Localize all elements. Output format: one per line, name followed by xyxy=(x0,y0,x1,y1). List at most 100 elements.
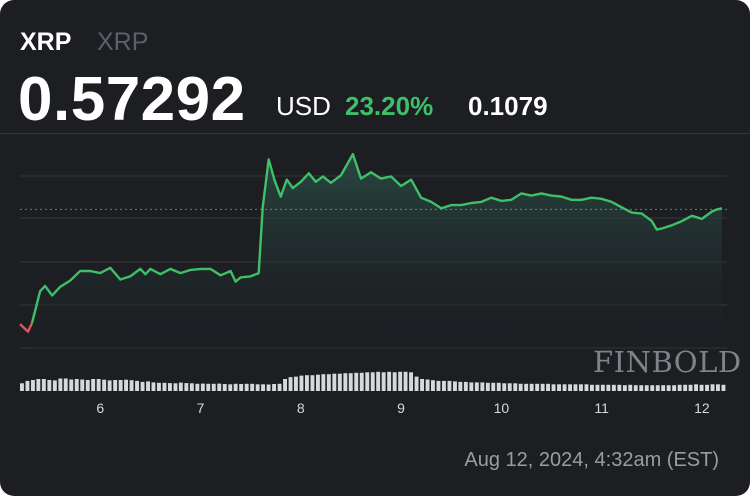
volume-bar xyxy=(305,375,309,391)
volume-bar xyxy=(600,384,605,391)
volume-bar xyxy=(168,383,172,391)
volume-bar xyxy=(348,373,353,391)
volume-bar xyxy=(392,372,397,391)
volume-bar xyxy=(524,383,529,391)
volume-bar xyxy=(162,382,167,391)
volume-bar xyxy=(716,384,720,391)
volume-bar xyxy=(146,381,150,391)
volume-bar xyxy=(321,374,326,391)
finbold-logo: FINBOLD xyxy=(593,345,742,379)
volume-bar xyxy=(655,385,660,391)
volume-bar xyxy=(469,382,474,391)
volume-bar xyxy=(546,383,550,391)
volume-bar xyxy=(436,380,441,391)
volume-bar xyxy=(672,385,677,391)
volume-bar xyxy=(398,371,403,391)
volume-bar xyxy=(496,382,501,391)
volume-bar xyxy=(431,380,435,391)
volume-bar xyxy=(611,384,616,391)
volume-bar xyxy=(562,384,567,391)
volume-bar xyxy=(277,383,282,391)
volume-bar xyxy=(387,371,392,391)
volume-bar xyxy=(107,380,112,391)
volume-bar xyxy=(606,384,611,391)
volume-bar xyxy=(25,380,30,391)
volume-bar xyxy=(688,384,693,391)
volume-bar xyxy=(354,372,359,391)
volume-bar xyxy=(74,379,79,391)
volume-bar xyxy=(579,384,583,391)
x-tick-label: 9 xyxy=(397,400,405,416)
volume-bar xyxy=(20,383,24,391)
volume-bar xyxy=(535,383,540,391)
volume-bar xyxy=(677,384,682,391)
x-tick-label: 11 xyxy=(594,400,609,416)
volume-bar xyxy=(639,385,644,391)
volume-bar xyxy=(540,383,545,391)
volume-bar xyxy=(447,380,452,391)
volume-bar xyxy=(617,384,622,391)
volume-bar xyxy=(326,374,331,391)
volume-bar xyxy=(557,384,561,391)
absolute-change: 0.1079 xyxy=(468,91,548,121)
volume-bar xyxy=(124,379,128,391)
volume-bar xyxy=(200,383,205,391)
timestamp: Aug 12, 2024, 4:32am (EST) xyxy=(464,449,719,471)
volume-bar xyxy=(332,373,337,391)
volume-bar xyxy=(365,372,370,391)
volume-bar xyxy=(359,372,364,391)
volume-bar xyxy=(414,376,419,391)
volume-bar xyxy=(590,384,594,391)
percent-change: 23.20% xyxy=(345,91,434,121)
volume-bar xyxy=(694,384,698,391)
volume-bar xyxy=(425,379,430,391)
volume-bar xyxy=(705,384,709,391)
volume-bar xyxy=(206,383,211,391)
volume-bar xyxy=(58,378,63,391)
volume-bar xyxy=(157,382,161,391)
volume-bar xyxy=(266,384,271,391)
volume-bar xyxy=(442,380,446,391)
asset-symbol: XRP xyxy=(20,28,72,56)
volume-bar xyxy=(63,378,68,391)
volume-bar xyxy=(453,381,457,391)
volume-bar xyxy=(343,373,348,391)
x-tick-label: 12 xyxy=(694,400,710,416)
volume-bar xyxy=(628,384,633,391)
header-divider xyxy=(0,133,750,134)
volume-bar xyxy=(91,379,96,391)
volume-bar xyxy=(480,382,485,391)
volume-bar xyxy=(102,379,107,391)
volume-bar xyxy=(584,384,589,391)
volume-bar xyxy=(518,383,523,391)
currency-label: USD xyxy=(276,91,331,121)
volume-bar xyxy=(129,380,134,391)
volume-bar xyxy=(633,385,638,391)
volume-bar xyxy=(376,371,381,391)
volume-bar xyxy=(250,383,255,391)
volume-bar xyxy=(710,384,715,391)
price-line xyxy=(30,152,723,324)
volume-bar xyxy=(513,383,518,391)
volume-bar xyxy=(502,383,507,391)
volume-bar xyxy=(41,379,46,391)
volume-bar xyxy=(36,379,41,391)
volume-bar xyxy=(622,385,627,391)
volume-bar xyxy=(52,380,57,391)
volume-bar xyxy=(463,381,468,391)
volume-bar xyxy=(261,384,265,391)
volume-bar xyxy=(507,383,512,391)
price-line-down xyxy=(19,322,34,333)
volume-bar xyxy=(699,384,704,391)
volume-bar xyxy=(666,385,671,391)
volume-bar xyxy=(118,380,123,391)
volume-bar xyxy=(173,383,178,391)
volume-bar xyxy=(288,377,293,391)
volume-bar xyxy=(233,383,238,391)
volume-bar xyxy=(573,384,578,391)
volume-bar xyxy=(529,383,534,391)
x-tick-label: 10 xyxy=(494,400,510,416)
volume-bar xyxy=(96,379,101,391)
